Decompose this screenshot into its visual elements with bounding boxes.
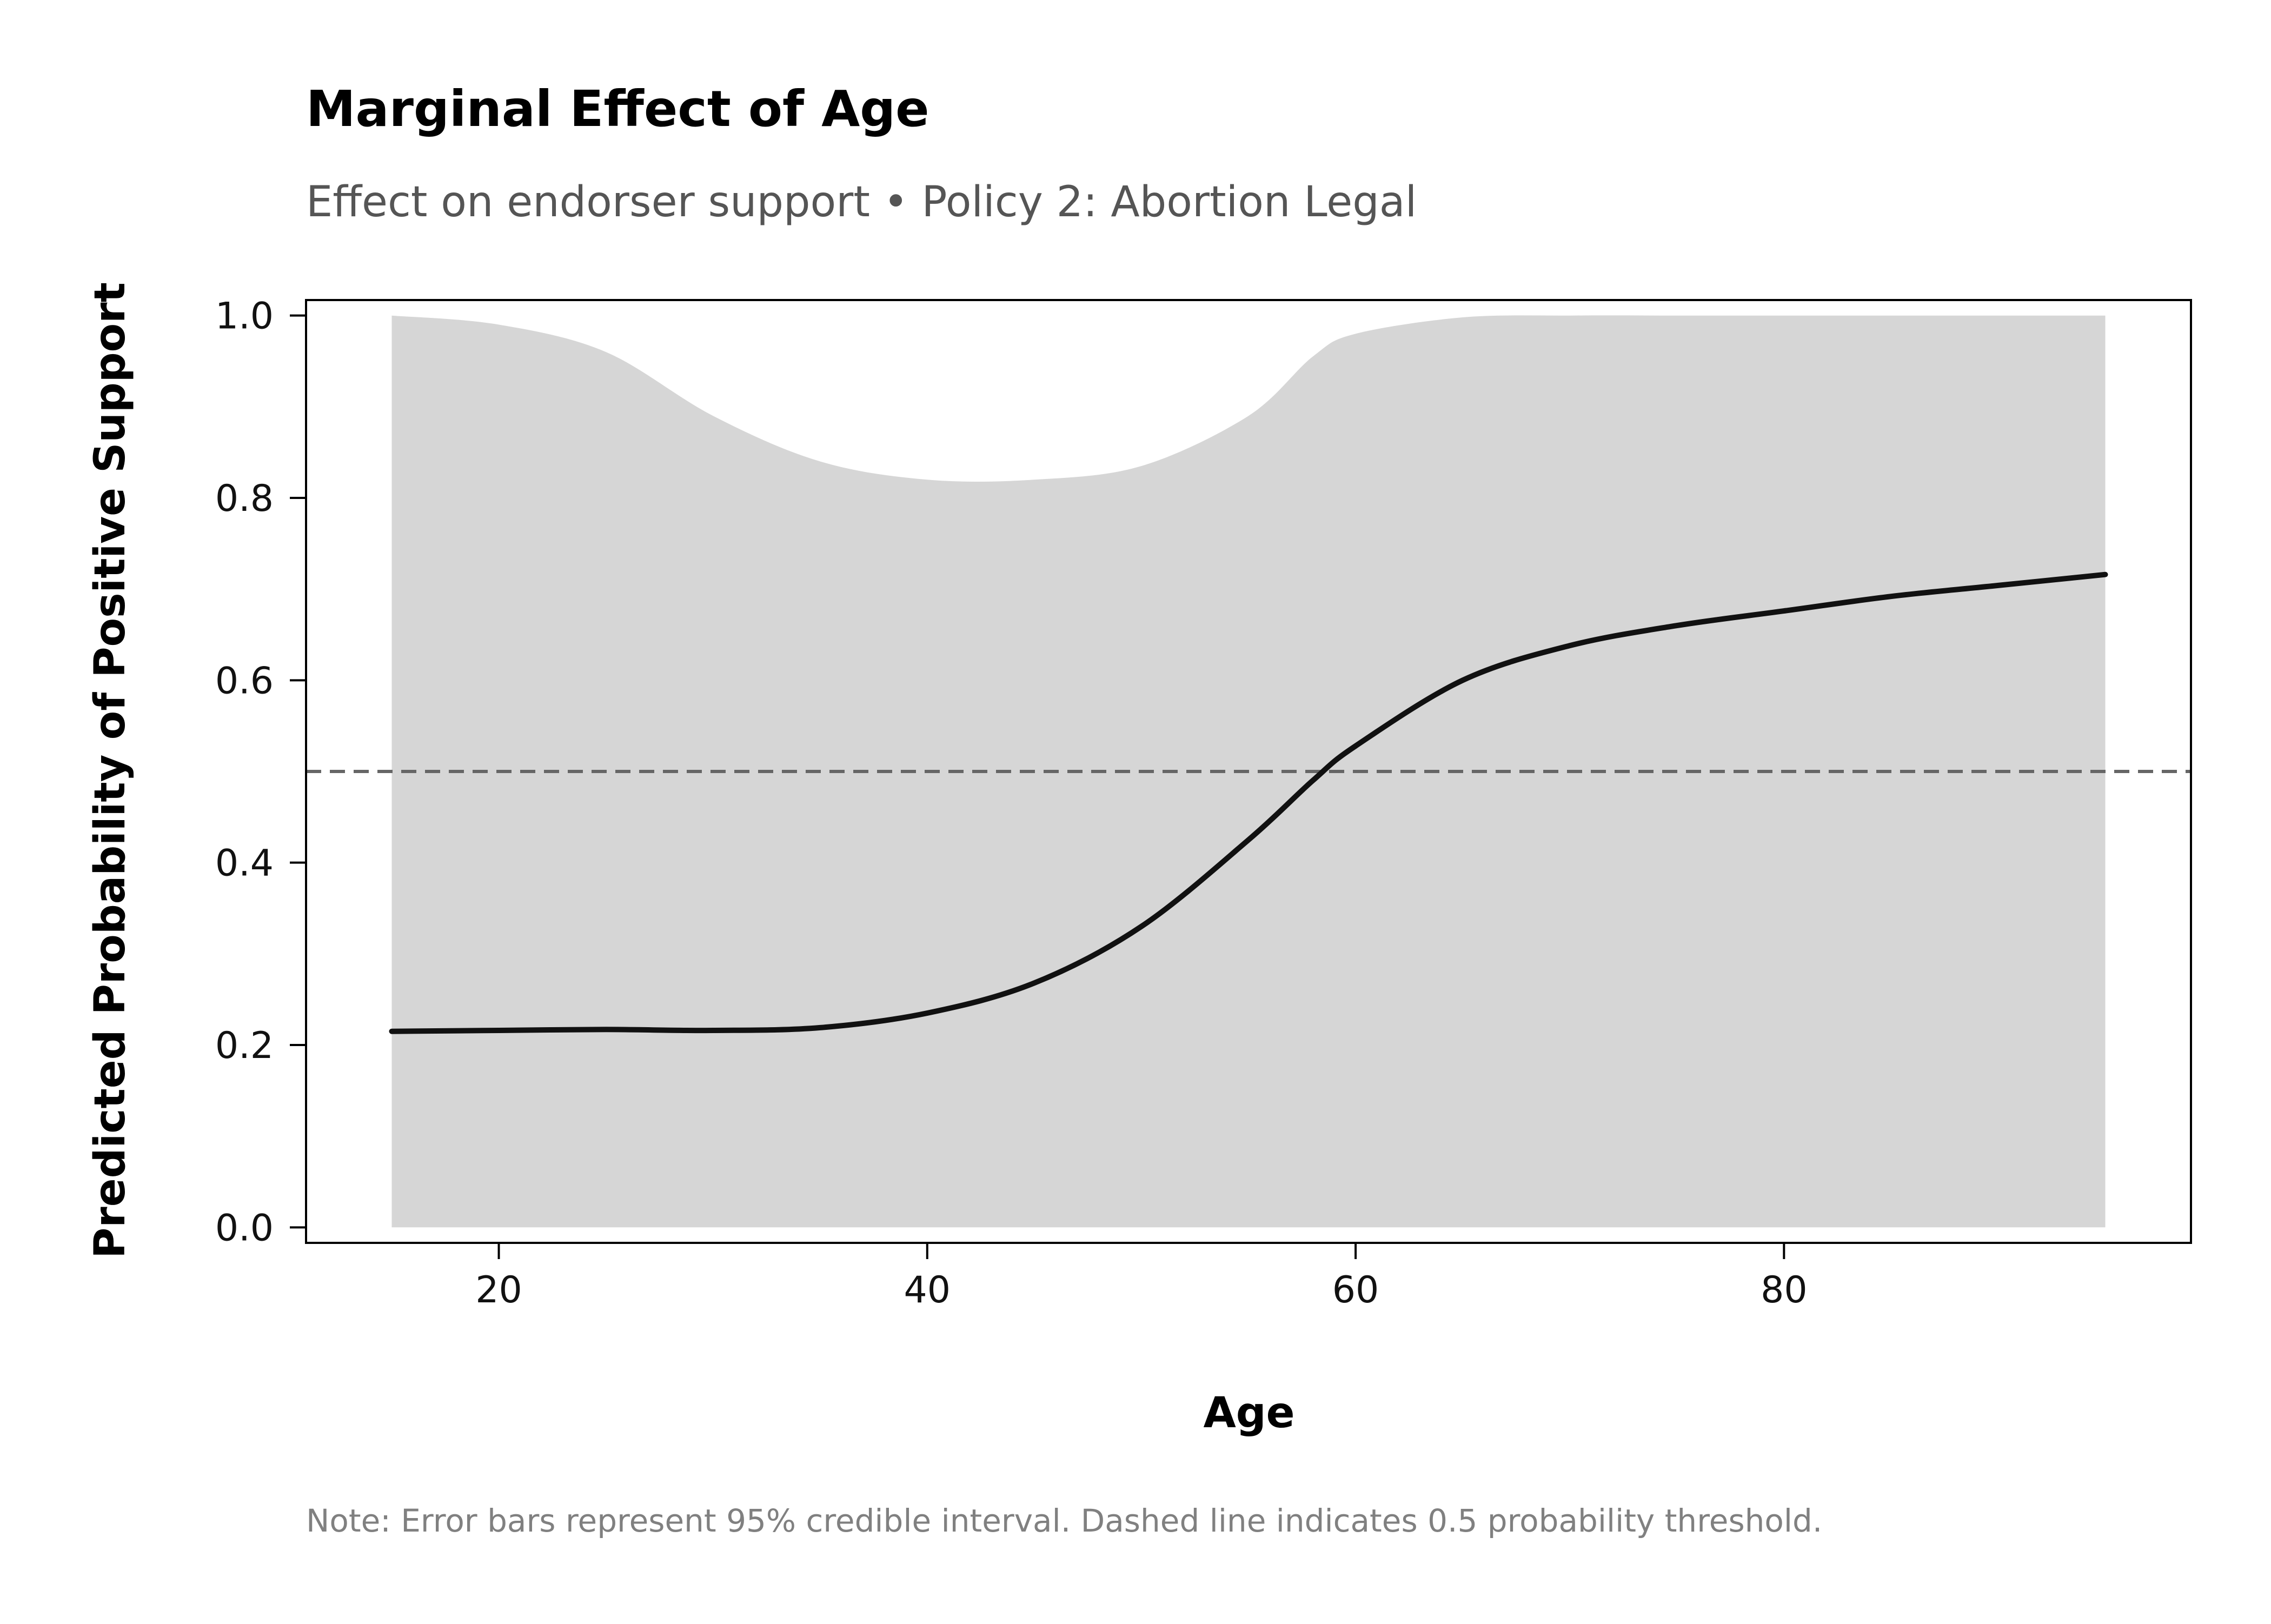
y-axis-ticks: 0.0 0.2 0.4 0.6 0.8 1.0 <box>215 295 306 1249</box>
y-tick-label: 0.4 <box>215 842 274 885</box>
x-tick-label: 40 <box>904 1269 951 1312</box>
x-tick-label: 60 <box>1332 1269 1379 1312</box>
chart-note: Note: Error bars represent 95% credible … <box>306 1502 1822 1539</box>
chart-title: Marginal Effect of Age <box>306 80 929 138</box>
line-layer <box>389 571 2108 1034</box>
x-tick-label: 80 <box>1761 1269 1808 1312</box>
chart-subtitle: Effect on endorser support • Policy 2: A… <box>306 178 1417 227</box>
x-tick-label: 20 <box>475 1269 522 1312</box>
y-tick-label: 0.2 <box>215 1024 274 1067</box>
y-tick-label: 0.8 <box>215 477 274 520</box>
plot-frame <box>305 299 2192 1244</box>
x-axis-ticks: 20 40 60 80 <box>475 1243 1808 1312</box>
x-axis-label: Age <box>1203 1389 1294 1437</box>
y-tick-label: 0.0 <box>215 1207 274 1249</box>
series-line <box>389 571 2108 1034</box>
y-tick-label: 0.6 <box>215 660 274 702</box>
y-axis-label: Predicted Probability of Positive Suppor… <box>86 282 135 1259</box>
y-tick-label: 1.0 <box>215 295 274 338</box>
